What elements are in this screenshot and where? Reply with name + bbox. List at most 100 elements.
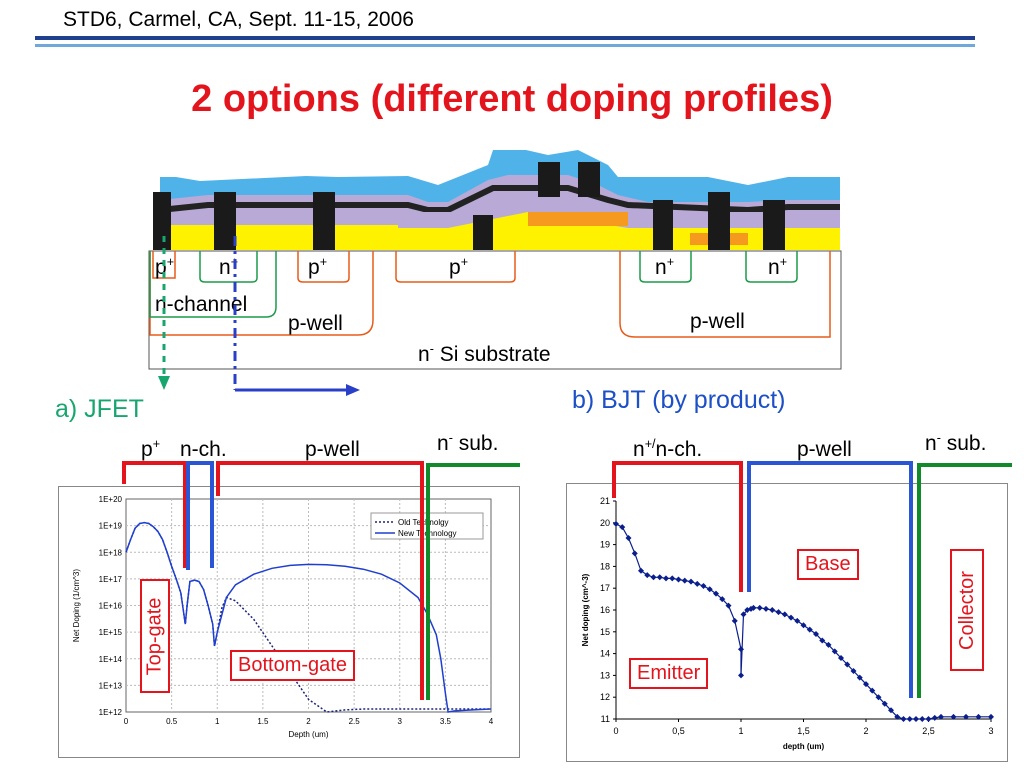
cross-section-svg [148,150,842,370]
data-point [975,713,982,720]
data-point [694,580,701,587]
data-point [740,611,747,618]
x-axis-label: depth (um) [783,742,825,751]
x-axis-label: Depth (um) [288,730,328,739]
data-point [769,607,776,613]
data-point [825,641,832,648]
bracket-n-ch [186,461,214,570]
y-axis-label: Net Doping (1/cm^3) [72,569,81,642]
data-point [813,630,819,637]
x-tick-label: 1 [738,726,743,736]
y-tick-label: 14 [600,649,610,659]
x-tick-label: 0 [613,726,618,736]
x-tick-label: 1,5 [797,726,810,736]
y-tick-label: 15 [600,627,610,637]
data-point [638,567,644,574]
data-point [756,604,763,611]
data-point [731,617,738,624]
data-point [800,622,807,629]
data-point [681,577,688,584]
data-point [781,611,788,618]
data-point [919,716,926,722]
bjt-label-n-sub: n- sub. [925,431,987,455]
contacts [153,162,785,250]
jfet-arrow-head [158,376,170,390]
top-gate-label: Top-gate [143,597,166,675]
data-point [931,714,938,721]
data-point [906,716,913,722]
data-point [925,716,932,722]
bjt-chart-frame: 11 12 13 14 15 16 17 18 19 20 21 0 0,5 1 1,5 2 2,5 3 depth… [566,483,1008,762]
x-tick-label: 2.5 [349,717,361,726]
data-point [669,575,676,582]
data-point [688,578,694,585]
data-point [613,520,619,527]
slide-title: 2 options (different doping profiles) [191,78,833,120]
data-point [738,646,744,653]
data-point [819,637,826,644]
x-tick-label: 3 [398,717,403,726]
x-tick-label: 2 [863,726,868,736]
y-tick-label: 19 [600,540,610,550]
p-well-left-label: p-well [288,312,343,335]
x-tick-label: 4 [489,717,494,726]
data-point [700,583,707,590]
emitter-label: Emitter [629,658,709,689]
jfet-title: a) JFET [55,395,144,423]
data-point [850,668,857,675]
data-point [706,586,713,593]
bracket-emitter [612,461,743,592]
data-point [950,713,957,720]
data-point [644,572,651,579]
bottom-gate-label: Bottom-gate [230,650,355,681]
top-gate-box: Top-gate [140,579,170,693]
data-point [875,694,882,701]
y-tick-label: 1E+14 [99,655,123,664]
y-tick-label: 21 [600,496,610,506]
data-point [894,713,901,720]
y-tick-label: 12 [600,692,610,702]
data-point [838,654,844,661]
data-point [675,576,682,583]
p-well-right-outline [619,251,831,338]
region-p-plus-3: p+ [449,255,469,279]
cross-section-diagram [148,140,843,380]
data-point [625,535,632,542]
base-label: Base [797,549,859,580]
data-point [856,674,863,681]
y-tick-label: 1E+13 [99,681,123,690]
x-tick-label: 1 [215,717,220,726]
data-point [963,713,969,720]
x-tick-label: 2,5 [922,726,935,736]
data-point [663,575,669,582]
data-point [881,700,888,707]
jfet-label-p-well: p-well [305,438,360,461]
data-point [619,524,626,531]
x-tick-label: 3.5 [440,717,452,726]
x-tick-label: 0.5 [166,717,178,726]
bracket-n-sub [426,463,520,700]
jfet-label-n-sub: n- sub. [437,431,499,455]
bjt-chart: 11 12 13 14 15 16 17 18 19 20 21 0 0,5 1 1,5 2 2,5 3 depth… [581,496,994,751]
collector-label: Collector [955,570,978,650]
y-tick-label: 1E+16 [99,602,123,611]
metal-line [159,185,840,214]
substrate-box [148,250,842,370]
y-tick-label: 20 [600,518,610,528]
y-tick-label: 13 [600,670,610,680]
data-point [631,550,638,557]
y-tick-label: 1E+12 [99,708,123,717]
header-rule-dark [35,36,975,40]
data-point [713,590,719,597]
data-point [806,626,813,633]
x-tick-label: 3 [988,726,993,736]
data-point [725,602,732,609]
y-tick-label: 1E+20 [99,495,123,504]
bjt-label-p-well: p-well [797,438,852,461]
data-point [844,661,851,668]
y-tick-label: 1E+17 [99,575,123,584]
data-point [750,604,757,611]
data-point [719,596,726,603]
region-n-plus-3: n+ [768,255,788,279]
